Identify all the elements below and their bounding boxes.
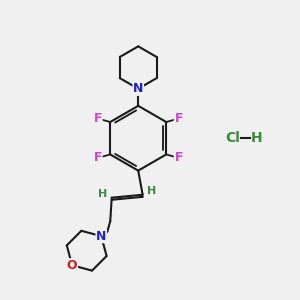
Text: H: H (251, 131, 262, 145)
Text: O: O (67, 259, 77, 272)
Text: N: N (133, 82, 143, 95)
Text: F: F (94, 112, 102, 125)
Text: F: F (174, 112, 183, 125)
Text: F: F (174, 152, 183, 164)
Text: N: N (96, 230, 106, 243)
Text: H: H (147, 186, 156, 196)
Text: H: H (98, 189, 107, 199)
Text: Cl: Cl (225, 131, 240, 145)
Text: F: F (94, 152, 102, 164)
